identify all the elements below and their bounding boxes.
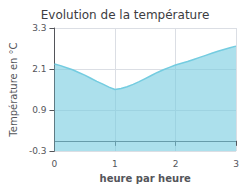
svg-text:3.3: 3.3 [32, 23, 46, 33]
svg-text:2.1: 2.1 [32, 64, 46, 74]
svg-text:1: 1 [112, 159, 118, 169]
svg-text:2: 2 [173, 159, 179, 169]
svg-text:heure par heure: heure par heure [100, 173, 191, 184]
svg-text:Température en °C: Température en °C [8, 42, 19, 137]
svg-text:-0.3: -0.3 [29, 146, 47, 156]
svg-text:0.9: 0.9 [32, 105, 47, 115]
svg-text:Evolution de la température: Evolution de la température [41, 8, 210, 22]
svg-text:0: 0 [52, 159, 58, 169]
svg-text:3: 3 [233, 159, 239, 169]
